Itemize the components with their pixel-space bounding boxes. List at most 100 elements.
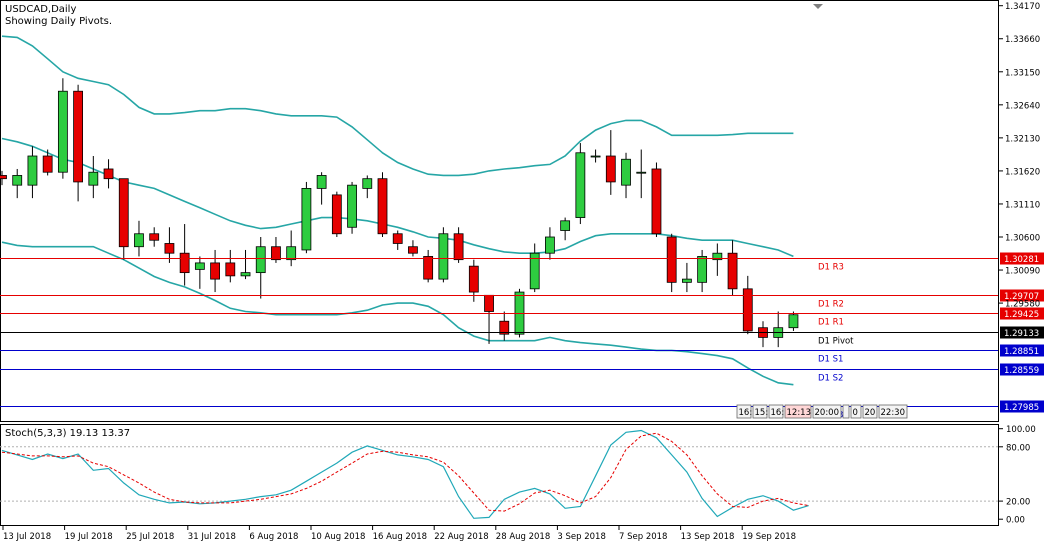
bollinger-upper-line — [1, 35, 794, 177]
pivot-price-label: 1.28851 — [1004, 347, 1039, 357]
candle-body — [392, 233, 403, 244]
candle-body — [621, 158, 631, 186]
session-box — [768, 404, 784, 419]
candle-body — [255, 246, 266, 274]
candle — [210, 249, 220, 293]
candle — [73, 84, 83, 202]
price-axis: 1.34170 1.33660 1.33150 1.32640 1.32130 1.316… — [999, 2, 1040, 310]
session-label: 22:30 — [881, 408, 906, 418]
price-tick-label: 1.33150 — [1005, 68, 1040, 78]
pivot-price-tag — [1000, 289, 1044, 302]
pivot-name: D1 S1 — [818, 355, 843, 365]
stochastic-signal-line — [1, 432, 809, 512]
stochastic-panel-frame — [0, 424, 999, 526]
candle-body — [484, 294, 494, 312]
chart-subtitle: Showing Daily Pivots. — [5, 16, 112, 27]
pivot-price-tag — [1000, 400, 1044, 413]
candle-body — [712, 252, 723, 261]
candle-body — [331, 194, 342, 235]
candle-body — [271, 246, 281, 261]
candle-body — [453, 233, 464, 261]
candle-body — [316, 175, 327, 189]
pivot-name: D1 S2 — [818, 374, 843, 384]
candle — [118, 178, 129, 260]
candle-body — [408, 246, 418, 254]
pivot-price-tag — [1000, 307, 1044, 320]
pivot-price-label: 1.29425 — [1004, 310, 1039, 320]
price-tick-label: 1.32640 — [1005, 101, 1040, 111]
candle — [362, 175, 373, 199]
stochastic-tick-label: 0.00 — [1006, 516, 1025, 526]
pivot-price-tag — [1000, 344, 1044, 357]
candle-body — [57, 90, 68, 173]
candle-body — [225, 262, 236, 277]
candle — [545, 227, 555, 260]
candle — [88, 156, 99, 199]
candle-body — [788, 314, 799, 329]
candle-body — [0, 175, 7, 180]
candle-body — [27, 155, 38, 186]
stochastic-lines — [0, 429, 998, 519]
candles — [0, 78, 799, 348]
candle-body — [118, 178, 129, 248]
candle-body — [88, 171, 99, 186]
candle-body — [194, 262, 205, 270]
pivot-price-label: 1.30281 — [1004, 255, 1039, 265]
candle — [57, 78, 68, 179]
candle-body — [149, 233, 160, 241]
bollinger-middle-line — [1, 137, 794, 258]
candle — [164, 227, 175, 263]
stochastic-tick-label: 20.00 — [1006, 498, 1030, 508]
candle — [575, 143, 586, 225]
time-tick-label: 16 Aug 2018 — [373, 532, 427, 542]
price-tick-label: 1.31110 — [1005, 200, 1040, 210]
candle — [636, 149, 647, 199]
candle-body — [210, 262, 220, 280]
candle — [0, 170, 7, 186]
candle — [377, 172, 388, 237]
candle-body — [438, 233, 449, 280]
candle-body — [605, 155, 616, 183]
candle-body — [377, 178, 388, 235]
candle-body — [103, 168, 114, 180]
pivot-price-label: 1.29707 — [1004, 292, 1039, 302]
pivot-name: D1 R2 — [818, 300, 844, 310]
session-label: 15: — [755, 408, 769, 418]
candle — [240, 249, 251, 280]
candle-body — [423, 256, 434, 280]
candle — [697, 249, 708, 293]
candle-body — [697, 256, 708, 283]
candle-body — [12, 175, 23, 186]
candle — [408, 240, 418, 257]
price-tick-label: 1.29580 — [1005, 300, 1040, 310]
stochastic-tick-label: 100.00 — [1006, 425, 1036, 435]
candle — [727, 240, 738, 296]
pivot-price-label: 1.28559 — [1004, 366, 1039, 376]
price-tick-label: 1.30600 — [1005, 233, 1040, 243]
pivot-price-tag — [1000, 252, 1044, 265]
pivot-name: D1 R3 — [818, 263, 844, 273]
price-tick-label: 1.32130 — [1005, 134, 1040, 144]
candle — [316, 172, 327, 205]
time-tick-label: 25 Jul 2018 — [126, 532, 174, 542]
candle — [225, 249, 236, 283]
time-tick-label: 28 Aug 2018 — [496, 532, 550, 542]
candle — [666, 233, 677, 293]
candle — [27, 146, 38, 199]
stochastic-title: Stoch(5,3,3) 19.13 13.37 — [5, 428, 130, 439]
candle — [286, 230, 297, 267]
pivot-price-label: 1.27985 — [1004, 403, 1039, 413]
session-boxes: 16: 15: 16: 12:13 20:00 0 20 22:30 — [736, 404, 908, 419]
candle — [331, 191, 342, 237]
candle-body — [666, 236, 677, 283]
scroll-shift-icon[interactable] — [813, 4, 823, 9]
session-box — [850, 404, 862, 419]
time-tick-label: 10 Aug 2018 — [311, 532, 365, 542]
candle — [651, 162, 662, 237]
candle-body — [240, 272, 251, 277]
candle — [682, 262, 692, 293]
candle — [529, 243, 540, 293]
pivot-name: D1 Pivot — [818, 337, 854, 347]
